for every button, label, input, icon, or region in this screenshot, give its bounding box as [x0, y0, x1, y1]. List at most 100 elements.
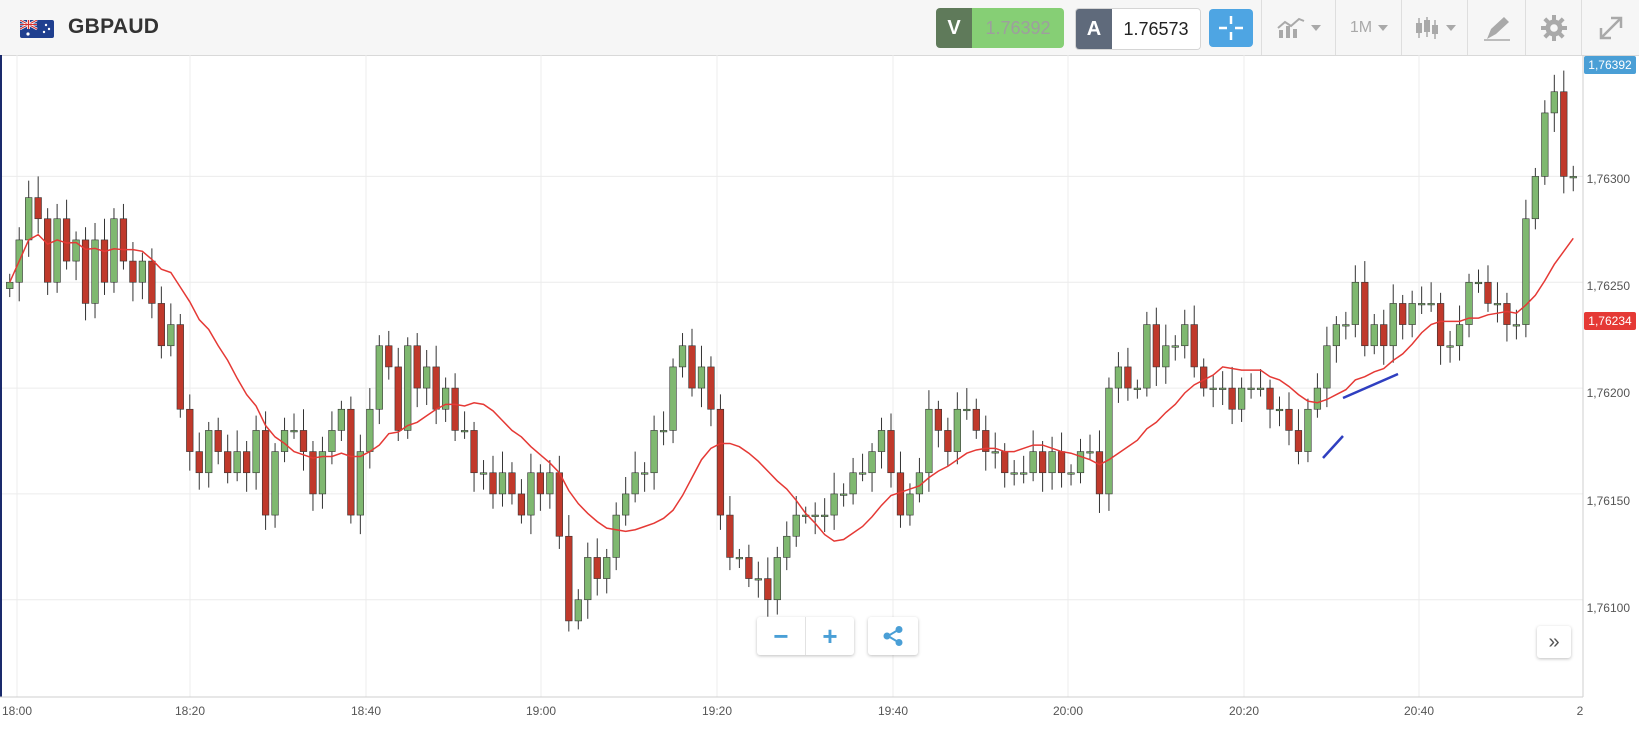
buy-quote-button[interactable]: A 1.76573 — [1075, 8, 1201, 50]
settings-button[interactable] — [1525, 0, 1582, 55]
time-label: 20:00 — [1053, 704, 1083, 718]
price-label: 1,76150 — [1587, 494, 1631, 508]
price-label: 1,76300 — [1587, 172, 1631, 186]
candle-down — [707, 366, 715, 410]
price-chart[interactable]: 1,76300 1,76250 1,76200 1,76150 1,76100 … — [0, 55, 1639, 730]
candle-up — [1304, 408, 1312, 452]
candle-down — [565, 535, 573, 622]
candle-down — [489, 472, 497, 495]
candle-up — [669, 366, 677, 431]
candle-up — [1162, 345, 1170, 368]
candle-up — [584, 557, 592, 601]
instrument-symbol: GBPAUD — [68, 15, 160, 38]
candle-up — [53, 218, 61, 283]
candle-down — [432, 366, 440, 410]
candle-down — [81, 239, 90, 304]
candle-up — [1550, 91, 1558, 114]
candle-up — [1313, 387, 1322, 410]
sell-letter: V — [936, 8, 972, 48]
candle-up — [678, 345, 687, 368]
candle-down — [470, 430, 478, 474]
fullscreen-button[interactable] — [1581, 0, 1639, 55]
share-button[interactable] — [868, 617, 918, 655]
candle-down — [34, 197, 42, 220]
sell-quote-button[interactable]: V 1.76392 — [936, 8, 1064, 48]
candle-down — [1057, 451, 1066, 474]
candle-down — [347, 408, 355, 516]
candle-down — [224, 451, 232, 474]
expand-icon — [1599, 16, 1623, 39]
crosshair-button[interactable] — [1209, 9, 1253, 47]
time-label: 18:40 — [351, 704, 381, 718]
candle-down — [394, 366, 402, 431]
drawing-tools-button[interactable] — [1467, 0, 1526, 55]
candle-up — [603, 557, 611, 579]
candle-down — [716, 408, 725, 516]
zoom-controls: − + — [757, 617, 854, 655]
candle-up — [72, 239, 80, 262]
candle-up — [1256, 387, 1265, 390]
sell-price: 1.76392 — [972, 8, 1064, 48]
candlestick-series — [6, 70, 1577, 632]
time-label: 20:20 — [1229, 704, 1259, 718]
candle-down — [186, 408, 194, 452]
scroll-to-latest-button[interactable]: » — [1537, 626, 1571, 658]
candle-down — [1124, 366, 1132, 389]
candle-up — [1010, 472, 1018, 475]
zoom-out-button[interactable]: − — [757, 617, 806, 655]
candle-up — [574, 599, 582, 622]
timeframe-label: 1M — [1349, 18, 1373, 36]
candle-down — [148, 260, 156, 304]
candle-up — [631, 472, 639, 495]
candle-up — [498, 472, 507, 495]
candle-up — [1531, 176, 1539, 220]
candle-up — [641, 472, 649, 475]
candle-up — [138, 260, 147, 283]
candle-up — [460, 430, 469, 433]
candle-up — [811, 514, 819, 517]
price-label: 1,76250 — [1587, 279, 1631, 293]
time-axis-labels: 18:00 18:20 18:40 19:00 19:20 19:40 20:0… — [2, 704, 1584, 718]
candle-up — [442, 387, 450, 410]
candle-up — [1114, 366, 1123, 389]
candle-up — [622, 493, 630, 516]
candle-down — [62, 218, 71, 262]
candle-up — [1493, 303, 1502, 306]
candle-down — [243, 451, 251, 474]
candle-up — [233, 451, 241, 474]
candle-up — [1133, 387, 1141, 390]
candle-down — [261, 430, 270, 516]
candle-up — [906, 493, 914, 516]
candle-down — [593, 557, 601, 579]
candle-up — [612, 514, 620, 558]
timeframe-select[interactable]: 1M — [1335, 0, 1402, 55]
candle-up — [1048, 451, 1056, 474]
candle-up — [1465, 281, 1473, 325]
candle-down — [119, 218, 128, 262]
drawing-pen-icon — [1484, 16, 1510, 41]
candle-up — [830, 493, 838, 516]
uk-australia-flag-icon — [20, 20, 54, 38]
candle-up — [783, 535, 791, 558]
candle-down — [1190, 324, 1198, 368]
candle-down — [1503, 303, 1511, 325]
candlestick-icon — [1416, 16, 1438, 39]
candle-up — [1237, 387, 1246, 410]
zoom-in-button[interactable]: + — [822, 620, 838, 651]
candle-down — [745, 557, 753, 579]
candle-up — [1086, 451, 1094, 454]
candle-up — [1408, 303, 1416, 325]
candle-down — [413, 345, 421, 389]
candle-down — [688, 345, 696, 389]
candle-up — [1076, 451, 1085, 474]
candle-up — [1171, 345, 1179, 348]
time-label: 2 — [1577, 704, 1584, 718]
candle-down — [385, 345, 393, 368]
chart-type-select[interactable] — [1401, 0, 1468, 55]
indicators-button[interactable] — [1261, 0, 1336, 55]
candle-up — [375, 345, 383, 410]
candle-down — [195, 451, 203, 474]
candle-up — [1418, 303, 1426, 306]
candle-down — [972, 408, 980, 431]
candle-up — [858, 472, 867, 475]
